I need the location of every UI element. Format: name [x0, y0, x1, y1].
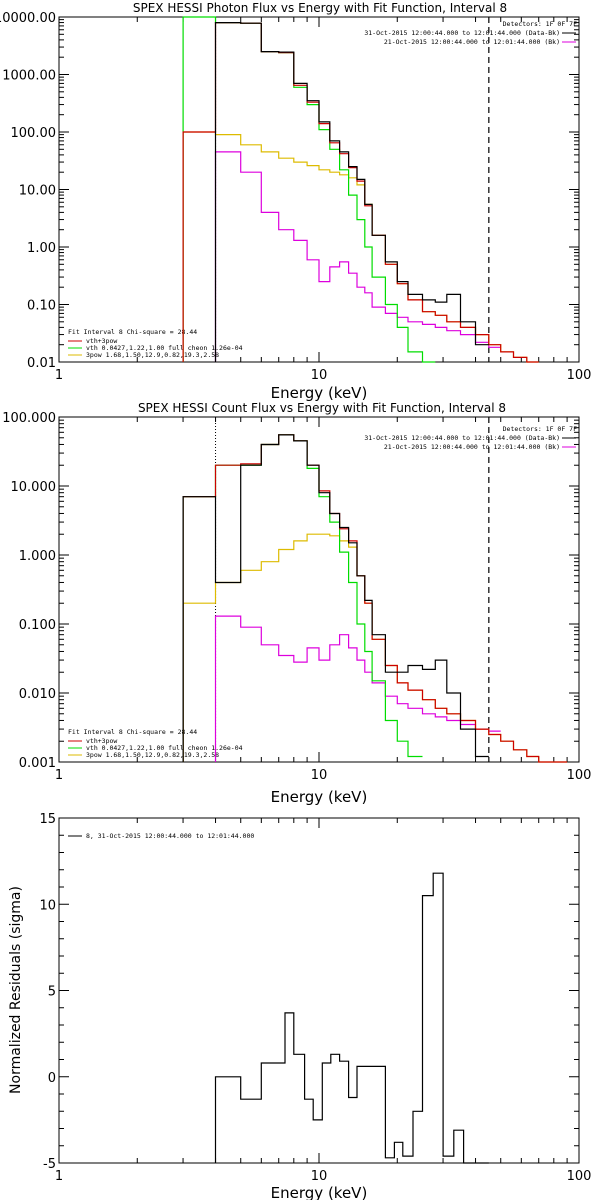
x-axis-ticks — [136, 818, 568, 1163]
series-vth-line — [182, 16, 436, 363]
x-tick-label: 1 — [55, 1169, 63, 1184]
series-total-line — [182, 22, 539, 363]
y-tick-label: 10 — [39, 898, 56, 913]
photon-flux-frame — [58, 16, 580, 363]
count-flux-legend-data: 31-Oct-2015 12:00:44.000 to 12:01:44.000… — [364, 434, 560, 442]
photon-flux-xlabel: Energy (keV) — [271, 384, 368, 402]
x-tick-label: 100 — [567, 768, 592, 783]
photon-flux-fit-info: Fit Interval 8 Chi-square = 28.44 — [68, 328, 197, 336]
photon-flux-legend-data: 31-Oct-2015 12:00:44.000 to 12:01:44.000… — [364, 29, 560, 37]
series-data-line — [182, 434, 489, 762]
y-tick-label: 15 — [39, 812, 56, 827]
y-tick-label: 0.10 — [27, 299, 56, 314]
y-tick-label: 100.00 — [11, 126, 57, 141]
count-flux-xlabel: Energy (keV) — [271, 788, 368, 806]
residuals-xlabel: Energy (keV) — [271, 1184, 368, 1200]
residuals-ylabel: Normalized Residuals (sigma) — [8, 886, 24, 1094]
count-flux-legend-vth: vth 0.0427,1.22,1.00 full cheon 1.26e-04 — [86, 744, 243, 752]
photon-flux-legend-3pow: 3pow 1.68,1.50,12.9,0.82,19.3,2.58 — [86, 351, 219, 359]
y-tick-label: 0.100 — [19, 618, 56, 633]
x-tick-label: 100 — [567, 1169, 592, 1184]
y-tick-label: 10.00 — [19, 184, 56, 199]
series-data-line — [214, 872, 489, 1164]
y-tick-label: 0.010 — [19, 687, 56, 702]
residuals-legend: 8, 31-Oct-2015 12:00:44.000 to 12:01:44.… — [86, 832, 254, 840]
series-data-line — [214, 22, 489, 362]
y-tick-label: 10.000 — [11, 480, 57, 495]
y-tick-label: 1.000 — [19, 549, 56, 564]
photon-flux-title: SPEX HESSI Photon Flux vs Energy with Fi… — [133, 1, 507, 15]
count-flux-legend-bk: 21-Oct-2015 12:00:44.000 to 12:01:44.000… — [384, 443, 560, 451]
y-tick-label: 1000.00 — [2, 69, 56, 84]
count-flux-panel: SPEX HESSI Count Flux vs Energy with Fit… — [2, 401, 591, 806]
y-axis-ticks — [59, 817, 579, 1164]
photon-flux-detectors: Detectors: 1F 0F 7F — [503, 20, 577, 28]
series-bpow-line — [182, 131, 539, 363]
x-tick-label: 10 — [311, 768, 328, 783]
series-bk-line — [214, 151, 501, 362]
y-tick-label: -5 — [43, 1157, 56, 1172]
count-flux-fit-info: Fit Interval 8 Chi-square = 28.44 — [68, 728, 197, 736]
x-tick-label: 10 — [311, 1169, 328, 1184]
count-flux-title: SPEX HESSI Count Flux vs Energy with Fit… — [138, 401, 506, 415]
x-axis-ticks — [136, 417, 568, 762]
y-tick-label: 0.01 — [27, 356, 56, 371]
count-flux-legend-total: vth+3pow — [86, 737, 117, 745]
residuals-frame — [58, 817, 580, 1164]
x-tick-label: 10 — [311, 368, 328, 383]
y-tick-label: 0.001 — [19, 756, 56, 771]
photon-flux-legend-total: vth+3pow — [86, 337, 117, 345]
y-tick-label: 100.000 — [2, 411, 56, 426]
y-tick-label: 5 — [48, 985, 56, 1000]
photon-flux-legend-vth: vth 0.0427,1.22,1.00 full cheon 1.26e-04 — [86, 344, 243, 352]
residuals-panel: Energy (keV) Normalized Residuals (sigma… — [8, 812, 591, 1200]
y-tick-label: 10000.00 — [0, 11, 56, 26]
y-axis-ticks — [59, 416, 579, 763]
y-tick-label: 0 — [48, 1071, 56, 1086]
photon-flux-panel: SPEX HESSI Photon Flux vs Energy with Fi… — [0, 1, 591, 402]
count-flux-legend-3pow: 3pow 1.68,1.50,12.9,0.82,19.3,2.58 — [86, 751, 219, 759]
photon-flux-legend-bk: 21-Oct-2015 12:00:44.000 to 12:01:44.000… — [384, 38, 560, 46]
x-tick-label: 1 — [55, 368, 63, 383]
y-tick-label: 1.00 — [27, 241, 56, 256]
count-flux-detectors: Detectors: 1F 0F 7F — [503, 425, 577, 433]
y-axis-ticks — [59, 16, 579, 363]
series-vth-line — [182, 434, 423, 762]
x-tick-label: 100 — [567, 368, 592, 383]
series-bk-line — [214, 615, 501, 762]
x-axis-ticks — [136, 17, 568, 362]
x-tick-label: 1 — [55, 768, 63, 783]
